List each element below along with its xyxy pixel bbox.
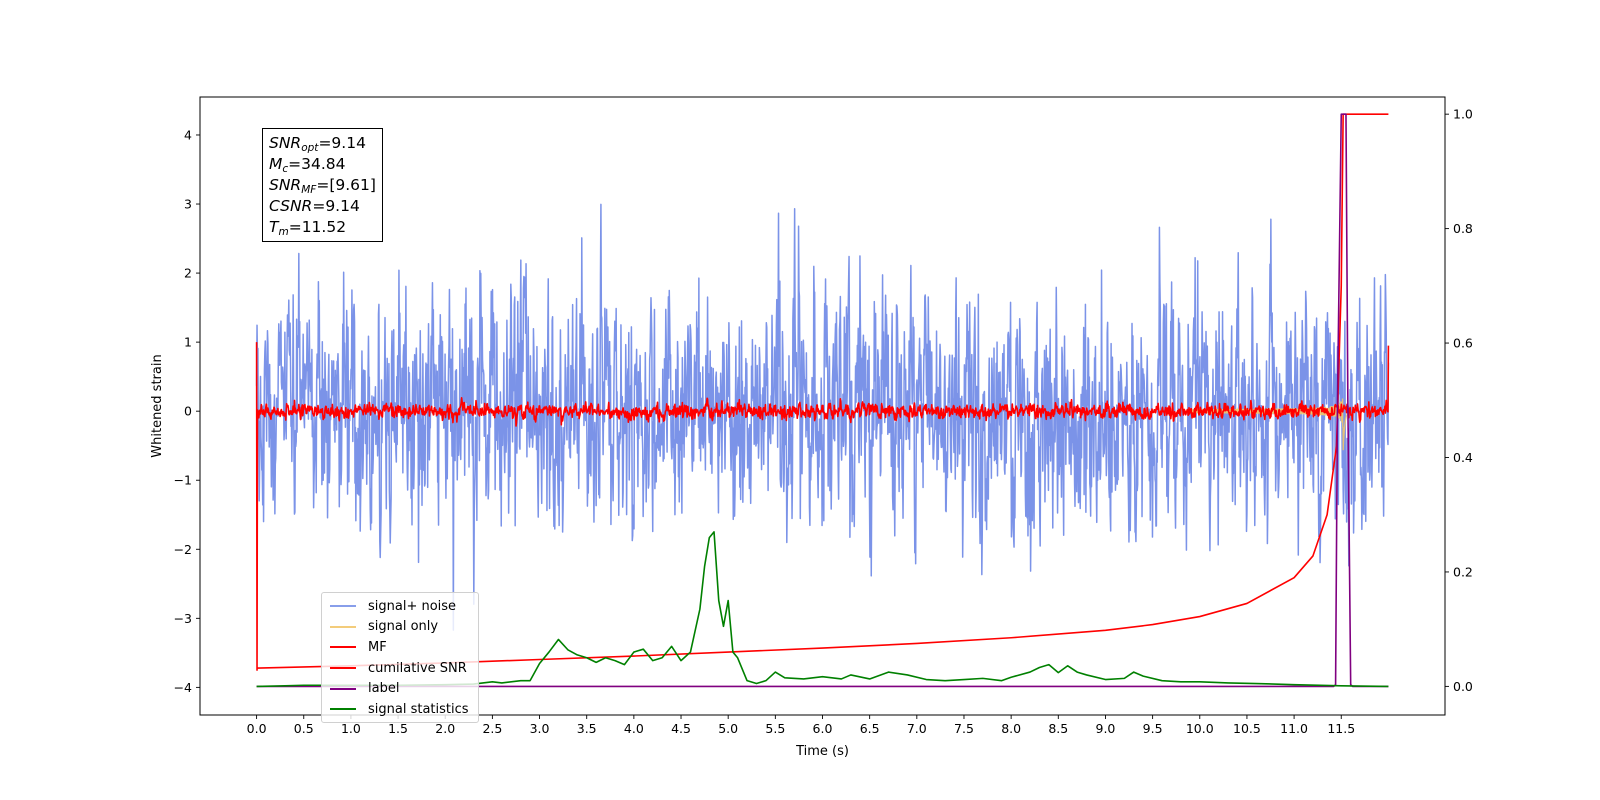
y2-axis-ticks: 0.0 0.2 0.4 0.6 0.8 1.0 <box>1445 107 1473 694</box>
legend-label: cumilative SNR <box>368 660 467 676</box>
y-tick-label: 1 <box>184 335 192 350</box>
csnr-symbol: CSNR <box>269 197 313 215</box>
tm-subscript: m <box>278 226 289 238</box>
x-tick-label: 7.5 <box>954 721 974 736</box>
x-axis-label: Time (s) <box>795 744 849 759</box>
snr-opt-annotation: SNRopt=9.14 <box>269 133 376 154</box>
series-mf-line <box>255 342 1390 671</box>
legend-swatch <box>330 667 356 670</box>
y-tick-label: −4 <box>174 680 192 695</box>
x-tick-label: 3.5 <box>577 721 597 736</box>
snr-opt-subscript: opt <box>301 142 319 154</box>
x-tick-label: 1.0 <box>341 721 361 736</box>
y2-tick-label: 0.4 <box>1453 450 1473 465</box>
y2-tick-label: 0.0 <box>1453 679 1473 694</box>
y-axis-ticks: −4 −3 −2 −1 0 1 2 3 4 <box>174 127 200 695</box>
legend-swatch <box>330 708 356 711</box>
x-tick-label: 6.0 <box>813 721 833 736</box>
snr-mf-symbol: SNR <box>269 176 302 194</box>
snr-mf-annotation: SNRMF=[9.61] <box>269 175 376 196</box>
x-tick-label: 8.0 <box>1001 721 1021 736</box>
y-tick-label: −1 <box>174 473 192 488</box>
mc-annotation: Mc=34.84 <box>269 154 376 175</box>
chart-legend: signal+ noise signal only MF cumilative SNR… <box>321 592 479 723</box>
y-tick-label: 4 <box>184 127 192 142</box>
x-tick-label: 4.0 <box>624 721 644 736</box>
y-axis-label: Whitened strain <box>150 354 165 457</box>
x-tick-label: 4.5 <box>671 721 691 736</box>
x-tick-label: 5.0 <box>718 721 738 736</box>
y-tick-label: 0 <box>184 404 192 419</box>
x-tick-label: 2.5 <box>482 721 502 736</box>
y2-tick-label: 0.6 <box>1453 336 1473 351</box>
x-axis-ticks: 0.0 0.5 1.0 1.5 2.0 2.5 3.0 3.5 4.0 4.5 5.0 5.5 6.0 6… <box>247 715 1355 736</box>
tm-symbol: T <box>269 218 279 236</box>
x-tick-label: 10.5 <box>1233 721 1261 736</box>
x-tick-label: 2.0 <box>435 721 455 736</box>
snr-opt-value: =9.14 <box>318 134 366 152</box>
y-tick-label: 3 <box>184 197 192 212</box>
legend-swatch <box>330 625 356 628</box>
series-signal-statistics-line <box>256 531 1389 688</box>
x-tick-label: 1.5 <box>388 721 408 736</box>
x-tick-label: 9.5 <box>1143 721 1163 736</box>
x-tick-label: 6.5 <box>860 721 880 736</box>
legend-entry-cumilative-snr: cumilative SNR <box>322 658 478 679</box>
legend-entry-mf: MF <box>322 637 478 658</box>
y-tick-label: 2 <box>184 266 192 281</box>
x-tick-label: 9.0 <box>1096 721 1116 736</box>
mc-symbol: M <box>269 155 283 173</box>
series-signal-noise-line <box>255 203 1390 631</box>
x-tick-label: 0.5 <box>294 721 314 736</box>
legend-entry-signal-only: signal only <box>322 617 478 638</box>
x-tick-label: 10.0 <box>1186 721 1214 736</box>
y-tick-label: −3 <box>174 611 192 626</box>
x-tick-label: 8.5 <box>1048 721 1068 736</box>
x-tick-label: 7.0 <box>907 721 927 736</box>
y2-tick-label: 1.0 <box>1453 107 1473 122</box>
snr-mf-value: =[9.61] <box>316 176 376 194</box>
snr-opt-symbol: SNR <box>269 134 302 152</box>
y-tick-label: −2 <box>174 542 192 557</box>
legend-label: label <box>368 681 400 697</box>
x-tick-label: 0.0 <box>247 721 267 736</box>
csnr-value: =9.14 <box>312 197 360 215</box>
legend-swatch <box>330 687 356 690</box>
legend-entry-signal-noise: signal+ noise <box>322 596 478 617</box>
tm-value: =11.52 <box>288 218 347 236</box>
tm-annotation: Tm=11.52 <box>269 217 376 238</box>
legend-swatch <box>330 646 356 649</box>
snr-info-box: SNRopt=9.14 Mc=34.84 SNRMF=[9.61] CSNR=9… <box>262 128 383 242</box>
legend-entry-label: label <box>322 678 478 699</box>
mc-value: =34.84 <box>288 155 346 173</box>
x-tick-label: 11.5 <box>1327 721 1355 736</box>
x-tick-label: 5.5 <box>765 721 785 736</box>
legend-label: MF <box>368 639 387 655</box>
mc-subscript: c <box>282 163 289 175</box>
legend-label: signal statistics <box>368 701 469 717</box>
legend-label: signal only <box>368 619 439 635</box>
y2-tick-label: 0.8 <box>1453 221 1473 236</box>
csnr-annotation: CSNR=9.14 <box>269 196 376 217</box>
legend-swatch <box>330 605 356 608</box>
x-tick-label: 3.0 <box>530 721 550 736</box>
snr-mf-subscript: MF <box>301 184 317 196</box>
y2-tick-label: 0.2 <box>1453 564 1473 579</box>
legend-entry-signal-statistics: signal statistics <box>322 699 478 720</box>
legend-label: signal+ noise <box>368 598 457 614</box>
x-tick-label: 11.0 <box>1280 721 1308 736</box>
